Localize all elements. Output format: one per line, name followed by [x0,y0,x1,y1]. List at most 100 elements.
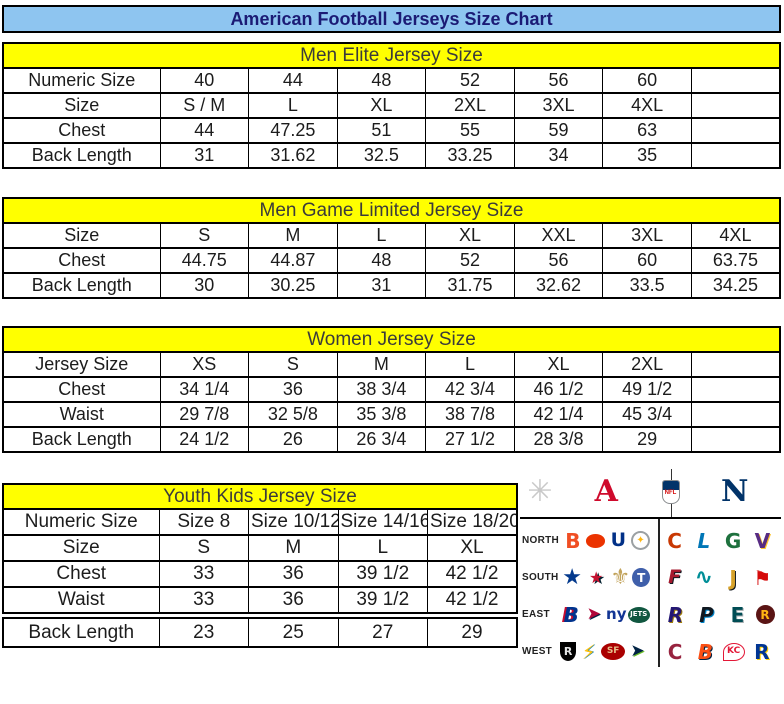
division-row: NORTH B U ✦ C L G V [520,522,781,559]
ravens-logo-icon: R [667,602,684,627]
size-cell: 25 [248,612,339,648]
size-cell [690,142,781,169]
size-cell: 45 3/4 [602,401,692,428]
size-cell: XS [159,351,250,378]
size-cell: 56 [513,67,604,94]
size-cell: Size 10/12 [248,508,339,536]
texans-logo-icon: ★ [589,567,604,587]
colts-logo-icon: U [610,529,627,551]
size-cell: 49 1/2 [602,376,692,403]
division-row: EAST B ➤ ny JETS R P E R [520,596,781,633]
size-cell: 55 [425,117,515,144]
conference-divider [658,519,660,667]
size-cell: 29 [602,426,692,453]
size-cell: 42 1/2 [427,560,518,588]
table-row: Size S M L XL [2,534,518,562]
men_elite-table: Numeric Size 40 44 48 52 56 60 Size S / M L XL 2XL 3… [2,67,781,169]
division-label: NORTH [522,535,560,546]
men-elite-section: Men Elite Jersey Size Numeric Size 40 44 48 5… [2,42,781,169]
row-label: Chest [2,376,161,403]
bears-logo-icon: C [667,528,682,553]
table-row: Size S / M L XL 2XL 3XL 4XL [2,92,781,119]
size-cell: 34.25 [690,272,781,299]
size-cell: 44.87 [248,247,338,274]
row-label: Chest [2,247,161,274]
size-cell: 42 1/4 [513,401,604,428]
nfl-divisions-panel: ✳ A NFL N NORTH B U ✦ C L G V SOUTH ★ ★ ⚜ T F ∿ J ⚑ EAST B… [520,467,781,670]
size-cell: 48 [336,67,427,94]
section-heading: Women Jersey Size [2,326,781,353]
size-cell: 33.5 [602,272,692,299]
nfl-shield-shape: NFL [661,480,680,504]
size-cell: 4XL [690,222,781,249]
table-row: Chest 44 47.25 51 55 59 63 [2,117,781,144]
size-cell: 60 [602,247,692,274]
bills-logo-icon: B [563,602,579,627]
size-cell: 27 1/2 [425,426,515,453]
men-game-limited-section: Men Game Limited Jersey Size Size S M L XL XXL… [2,197,781,299]
size-cell: M [336,351,427,378]
cowboys-logo-icon: ★ [562,564,582,590]
size-cell: 31.62 [248,142,338,169]
titans-logo-icon: T [632,568,650,587]
size-cell: 30.25 [248,272,338,299]
size-cell: 39 1/2 [337,586,428,617]
size-cell [690,92,781,119]
row-label: Chest [2,560,160,588]
size-cell: 33.25 [425,142,515,169]
division-label: WEST [522,646,553,657]
size-cell [690,67,781,94]
size-cell: 3XL [513,92,604,119]
section-heading: Men Game Limited Jersey Size [2,197,781,224]
row-label: Waist [2,401,161,428]
size-cell: L [248,92,338,119]
nfl-shield-text: NFL [664,490,677,496]
broncos-logo-icon: B [697,639,713,664]
size-cell: 38 3/4 [336,376,427,403]
row-label: Jersey Size [2,351,161,378]
row-label: Size [2,534,160,562]
youth-kids-section: Youth Kids Jersey Size Numeric Size Size 8… [2,483,518,648]
nfc-logo-icon: N [721,474,749,509]
size-cell: 63 [602,117,692,144]
starburst-icon: ✳ [527,474,553,509]
browns-logo-icon [585,533,606,548]
saints-logo-icon: ⚜ [610,564,631,590]
size-cell: 42 1/2 [427,586,518,617]
row-label: Back Length [2,612,160,648]
size-cell: 2XL [425,92,515,119]
size-cell: 28 3/8 [513,426,604,453]
division-row: SOUTH ★ ★ ⚜ T F ∿ J ⚑ [520,559,781,596]
buccaneers-logo-icon: ⚑ [753,565,772,590]
lions-logo-icon: L [697,528,711,553]
size-cell: S [158,534,249,562]
size-cell: 36 [248,586,339,617]
size-cell: 30 [159,272,250,299]
size-cell: XL [513,351,604,378]
table-row: Size S M L XL XXL 3XL 4XL [2,222,781,249]
size-cell: 46 1/2 [513,376,604,403]
bengals-logo-icon: B [565,528,581,553]
size-cell: 60 [602,67,692,94]
size-cell: 24 1/2 [159,426,250,453]
table-row: Waist 33 36 39 1/2 42 1/2 [2,586,518,617]
section-heading: Men Elite Jersey Size [2,42,781,69]
afc-logo-icon: A [594,474,618,509]
table-row: Back Length 31 31.62 32.5 33.25 34 35 [2,142,781,169]
row-label: Size [2,222,161,249]
youth-table: Numeric Size Size 8 Size 10/12 Size 14/16 Si… [2,508,518,648]
table-row: Back Length 30 30.25 31 31.75 32.62 33.5 34.25 [2,272,781,299]
size-cell: Size 18/20 [427,508,518,536]
table-row: Chest 34 1/4 36 38 3/4 42 3/4 46 1/2 49 1/2 [2,376,781,403]
size-cell [690,117,781,144]
nfc-team-logos: C B KC R [656,640,781,664]
size-cell: L [336,222,427,249]
division-row: WEST R ⚡ SF ➤ C B KC R [520,633,781,670]
size-cell: 29 [427,612,518,648]
table-row: Numeric Size 40 44 48 52 56 60 [2,67,781,94]
size-cell: 36 [248,376,338,403]
men_game-table: Size S M L XL XXL 3XL 4XL Chest 44.75 44.87 48 52 56 6… [2,222,781,299]
size-cell: 44.75 [159,247,250,274]
row-label: Back Length [2,426,161,453]
